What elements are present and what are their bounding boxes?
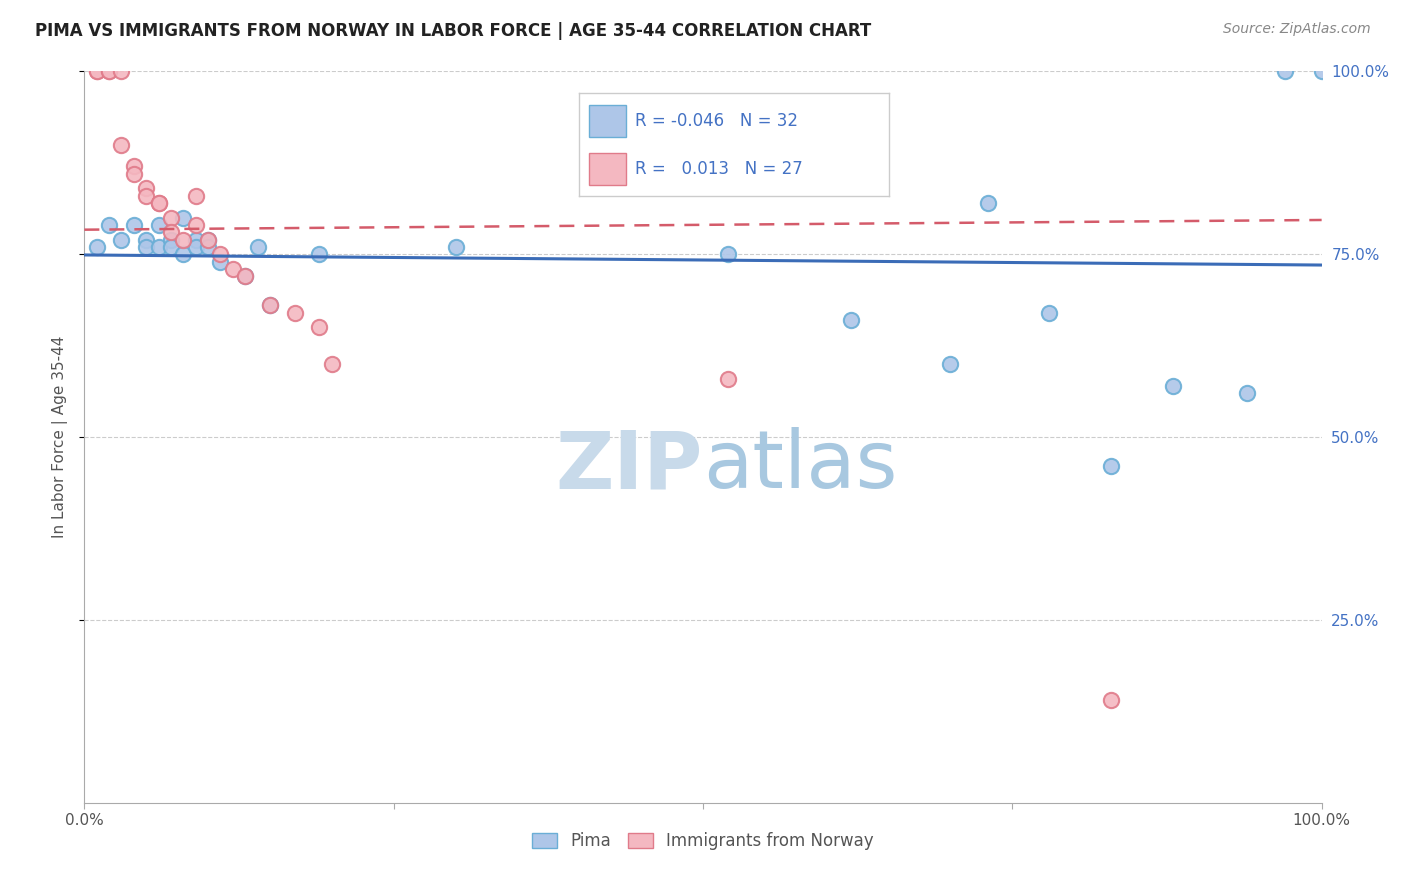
Point [110,137,132,152]
Point [209,254,232,268]
Text: PIMA VS IMMIGRANTS FROM NORWAY IN LABOR FORCE | AGE 35-44 CORRELATION CHART: PIMA VS IMMIGRANTS FROM NORWAY IN LABOR … [35,22,872,40]
Point [222,261,245,276]
Point [110,233,132,247]
Point [172,247,194,261]
Point [1038,306,1060,320]
Point [148,196,170,211]
Point [197,240,219,254]
Point [939,357,962,371]
Point [233,269,256,284]
Point [197,233,219,247]
Point [976,196,998,211]
Point [122,160,145,174]
Point [98,64,121,78]
Point [1236,386,1258,401]
Point [184,240,207,254]
Point [135,181,157,195]
Point [259,298,281,312]
Point [98,64,121,78]
Point [184,218,207,232]
Point [135,233,157,247]
Point [308,247,330,261]
Point [160,225,183,239]
Y-axis label: In Labor Force | Age 35-44: In Labor Force | Age 35-44 [52,336,69,538]
Point [1310,64,1333,78]
Point [98,218,121,232]
Legend: Pima, Immigrants from Norway: Pima, Immigrants from Norway [526,825,880,856]
Point [110,64,132,78]
Point [86,64,108,78]
Point [160,211,183,225]
Text: Source: ZipAtlas.com: Source: ZipAtlas.com [1223,22,1371,37]
Point [1161,379,1184,393]
Point [122,167,145,181]
Point [1099,693,1122,707]
Point [86,64,108,78]
Point [135,240,157,254]
Point [233,269,256,284]
Point [197,233,219,247]
Point [160,240,183,254]
Point [246,240,269,254]
Point [444,240,467,254]
Text: ZIP: ZIP [555,427,703,506]
Point [148,240,170,254]
Point [184,233,207,247]
Point [1099,459,1122,474]
Point [86,240,108,254]
Point [184,188,207,202]
Point [122,218,145,232]
Point [172,211,194,225]
Point [148,218,170,232]
Point [160,233,183,247]
Point [321,357,343,371]
Point [841,313,863,327]
Text: atlas: atlas [703,427,897,506]
Point [172,233,194,247]
Point [135,188,157,202]
Point [308,320,330,334]
Point [717,247,740,261]
Point [209,247,232,261]
Point [284,306,307,320]
Point [259,298,281,312]
Point [717,371,740,385]
Point [1274,64,1296,78]
Point [148,196,170,211]
